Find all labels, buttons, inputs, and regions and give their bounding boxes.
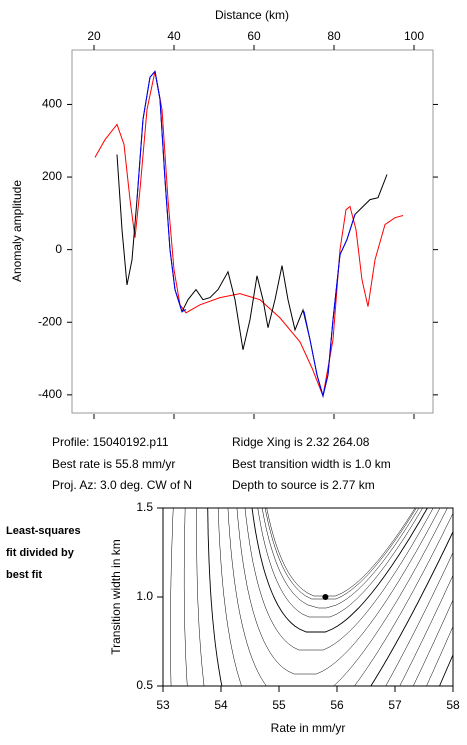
best-fit-point: [322, 594, 329, 600]
info-text: Best transition width is 1.0 km: [232, 457, 391, 471]
y-tick-label: 200: [42, 169, 62, 183]
y-tick-label: 0: [55, 242, 62, 256]
contour-line: [264, 508, 417, 600]
info-text: Proj. Az: 3.0 deg. CW of N: [52, 478, 192, 492]
y-tick-label: 0.5: [136, 678, 153, 692]
data-line: [94, 71, 404, 398]
contour-line: [439, 653, 453, 686]
data-line: [116, 70, 388, 398]
x-tick-label: 53: [156, 698, 170, 712]
x-tick-label: 56: [330, 698, 344, 712]
note-line: best fit: [6, 569, 42, 581]
y-tick-label: -200: [38, 314, 62, 328]
contour-line: [244, 508, 434, 651]
contour-line: [251, 508, 428, 633]
info-text: Depth to source is 2.77 km: [232, 478, 375, 492]
contour-line: [227, 508, 448, 686]
x-axis-title: Distance (km): [215, 8, 289, 22]
contour-line: [236, 508, 441, 675]
contour-line: [196, 508, 453, 686]
contour-line: [170, 508, 453, 686]
x-axis-title: Rate in mm/yr: [271, 721, 346, 735]
x-tick-label: 60: [247, 29, 261, 43]
x-tick-label: 57: [388, 698, 402, 712]
x-tick-label: 40: [167, 29, 181, 43]
contour-line: [257, 508, 423, 618]
x-tick-label: 100: [404, 29, 424, 43]
y-tick-label: 400: [42, 97, 62, 111]
x-tick-label: 55: [272, 698, 286, 712]
y-tick-label: -400: [38, 387, 62, 401]
y-axis-title: Anomaly amplitude: [10, 180, 24, 282]
contour-line: [261, 508, 420, 609]
contour-line: [183, 508, 453, 686]
x-tick-label: 80: [327, 29, 341, 43]
note-line: fit divided by: [6, 547, 75, 559]
y-tick-label: 1.5: [136, 500, 153, 514]
x-tick-label: 20: [87, 29, 101, 43]
note-line: Least-squares: [6, 525, 81, 537]
y-axis-title: Transition width in km: [109, 539, 123, 655]
info-text: Best rate is 55.8 mm/yr: [52, 457, 175, 471]
x-tick-label: 58: [446, 698, 460, 712]
plot-frame: [71, 49, 434, 414]
data-line: [136, 70, 356, 398]
contour-line: [217, 508, 453, 686]
contour-group: [108, 503, 467, 689]
contour-line: [108, 503, 467, 689]
contour-line: [266, 508, 416, 597]
y-tick-label: 1.0: [136, 589, 153, 603]
info-text: Ridge Xing is 2.32 264.08: [232, 435, 370, 449]
info-text: Profile: 15040192.p11: [52, 435, 169, 449]
contour-line: [207, 508, 453, 686]
x-tick-label: 54: [214, 698, 228, 712]
contour-line: [452, 684, 453, 686]
